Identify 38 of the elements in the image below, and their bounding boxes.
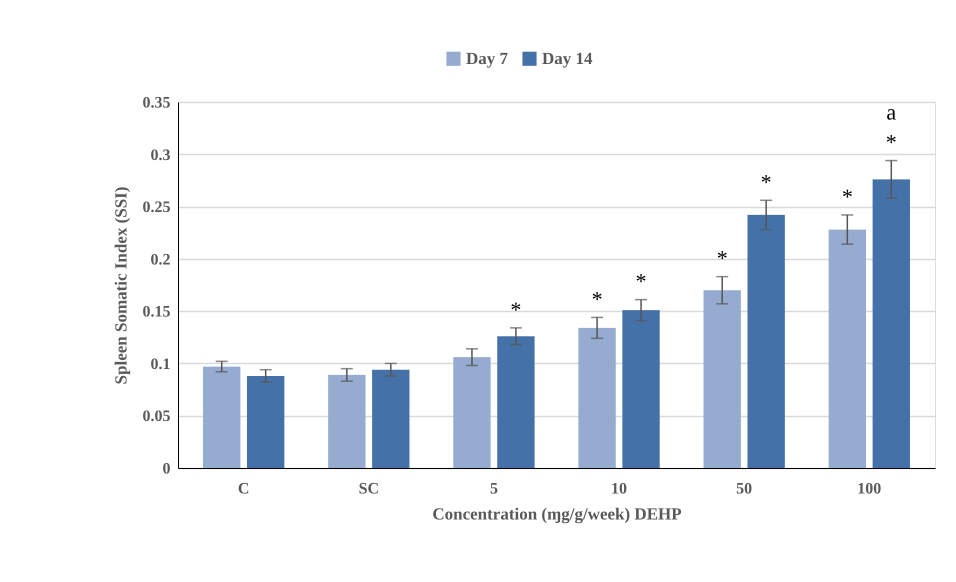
y-tick-label: 0.35 xyxy=(142,94,170,112)
y-tick-label: 0.2 xyxy=(150,251,170,268)
legend-label: Day 7 xyxy=(466,48,509,68)
y-tick-label: 0.1 xyxy=(150,356,170,373)
x-tick-label: 100 xyxy=(857,480,882,498)
bar xyxy=(453,357,491,468)
y-tick-label: 0.15 xyxy=(142,304,170,321)
x-axis-title: Concentration (ɱg/g/week) DEHP xyxy=(432,504,682,524)
bar xyxy=(497,336,535,468)
annotation: * xyxy=(842,184,853,209)
x-tick-label: 50 xyxy=(736,480,752,498)
x-tick-label: C xyxy=(238,480,250,498)
bar xyxy=(328,374,366,468)
bar xyxy=(372,370,410,468)
annotation: * xyxy=(510,296,522,322)
bar xyxy=(828,230,866,468)
x-tick-label: 10 xyxy=(611,480,628,498)
y-axis-title: Spleen Somatic Index (SSI) xyxy=(112,186,130,384)
bar xyxy=(203,366,240,468)
bar xyxy=(246,376,284,468)
bar xyxy=(747,214,785,468)
annotation: * xyxy=(886,130,897,155)
x-tick-label: 5 xyxy=(490,480,498,498)
legend-label: Day 14 xyxy=(542,48,594,68)
y-tick-label: 0.3 xyxy=(150,146,170,164)
annotation: * xyxy=(592,286,603,312)
annotation: a xyxy=(886,100,896,125)
y-tick-label: 0 xyxy=(162,460,170,478)
x-tick-label: SC xyxy=(358,480,380,498)
y-tick-label: 0.25 xyxy=(142,199,170,216)
bar xyxy=(704,290,741,468)
bar xyxy=(872,179,910,468)
annotation: * xyxy=(760,169,772,194)
y-tick-label: 0.05 xyxy=(142,408,170,426)
annotation: * xyxy=(716,246,728,271)
annotation: * xyxy=(636,268,647,294)
bar xyxy=(622,310,660,468)
bar xyxy=(578,328,616,468)
